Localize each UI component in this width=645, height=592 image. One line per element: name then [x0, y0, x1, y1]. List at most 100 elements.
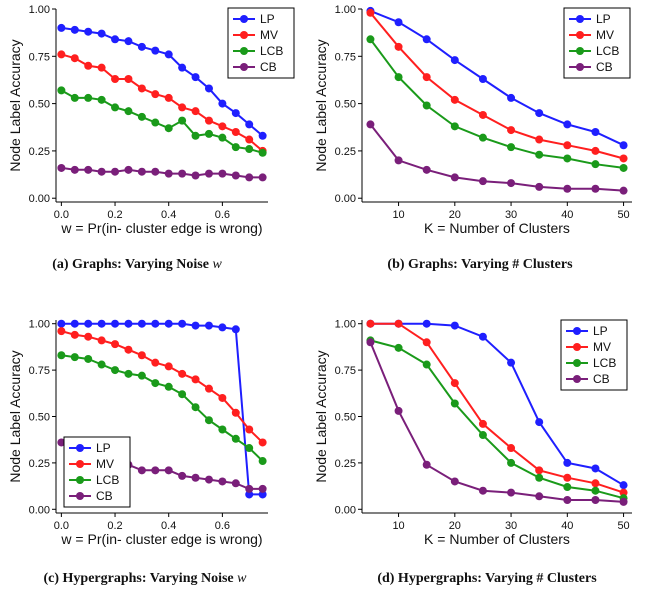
data-point-lcb [422, 360, 431, 369]
legend-swatch-marker [573, 359, 581, 367]
data-point-lcb [563, 154, 572, 163]
y-axis-title: Node Label Accuracy [7, 39, 23, 171]
data-point-mv [231, 408, 240, 417]
data-point-lp [394, 18, 403, 27]
data-point-lcb [231, 434, 240, 443]
data-point-lcb [507, 143, 516, 152]
data-point-lcb [164, 124, 173, 133]
panel-caption: (a) Graphs: Varying Noise w [52, 257, 222, 272]
x-tick-label: 0.6 [215, 520, 230, 532]
data-point-lp [204, 84, 213, 93]
legend: LP MV LCB CB [563, 7, 631, 79]
data-point-mv [366, 319, 375, 328]
data-point-lp [191, 73, 200, 82]
data-point-mv [450, 379, 459, 388]
legend-label: LCB [593, 356, 616, 370]
data-point-cb [619, 186, 628, 195]
series-line-mv [61, 53, 264, 152]
x-axis-title: K = Number of Clusters [424, 220, 570, 236]
data-point-lp [478, 75, 487, 84]
data-point-cb [245, 484, 254, 493]
data-point-mv [111, 340, 120, 349]
data-point-cb [151, 466, 160, 475]
data-point-lcb [164, 382, 173, 391]
data-point-lp [191, 321, 200, 330]
x-tick-label: 0.2 [107, 520, 122, 532]
panel-c: 0.00 0.25 0.50 0.75 1.00 0.0 0.2 0.4 0.6w = Pr(i… [7, 319, 268, 586]
data-point-cb [218, 169, 227, 178]
data-point-cb [366, 338, 375, 347]
y-axis-title: Node Label Accuracy [313, 350, 329, 482]
data-point-mv [450, 95, 459, 104]
data-point-mv [563, 141, 572, 150]
data-point-cb [450, 477, 459, 486]
data-point-mv [245, 135, 254, 144]
data-point-mv [70, 54, 79, 63]
data-point-lp [231, 109, 240, 118]
y-tick-label: 1.00 [335, 4, 356, 16]
data-point-lcb [111, 103, 120, 112]
data-point-lcb [84, 354, 93, 363]
data-point-cb [394, 156, 403, 165]
data-point-lcb [124, 369, 133, 378]
legend-swatch-marker [576, 31, 584, 39]
x-tick-label: 40 [561, 209, 573, 221]
data-point-mv [591, 146, 600, 155]
data-point-lcb [535, 150, 544, 159]
data-point-lcb [204, 129, 213, 138]
legend-label: LCB [96, 473, 119, 487]
data-point-lp [591, 464, 600, 473]
data-point-mv [178, 369, 187, 378]
data-point-lp [258, 131, 267, 140]
x-tick-label: 10 [392, 209, 404, 221]
y-tick-label: 1.00 [29, 319, 50, 331]
caption-text: (a) Graphs: Varying Noise [52, 257, 209, 272]
data-point-cb [258, 484, 267, 493]
data-point-lp [245, 120, 254, 129]
y-tick-label: 0.25 [29, 458, 50, 470]
data-point-lp [70, 319, 79, 328]
legend-swatch-marker [573, 343, 581, 351]
legend-swatch-marker [576, 15, 584, 23]
data-point-mv [535, 466, 544, 475]
data-point-mv [124, 75, 133, 84]
data-point-lcb [591, 486, 600, 495]
data-point-cb [619, 497, 628, 506]
legend-swatch-marker [240, 63, 248, 71]
data-point-lp [204, 321, 213, 330]
data-point-lcb [245, 444, 254, 453]
data-point-mv [191, 107, 200, 116]
data-point-lcb [137, 112, 146, 121]
x-tick-label: 0.0 [54, 520, 69, 532]
data-point-mv [619, 488, 628, 497]
data-point-lcb [535, 473, 544, 482]
legend-swatch-marker [76, 476, 84, 484]
data-point-mv [151, 90, 160, 99]
data-point-lp [70, 25, 79, 34]
data-point-mv [70, 330, 79, 339]
data-point-cb [478, 177, 487, 186]
series-line-cb [369, 123, 624, 192]
caption-variable: w [209, 257, 223, 272]
data-point-lp [57, 319, 66, 328]
data-point-cb [231, 479, 240, 488]
data-point-lcb [258, 457, 267, 466]
legend-swatch-marker [573, 375, 581, 383]
legend-swatch-marker [76, 460, 84, 468]
data-point-mv [97, 63, 106, 72]
panel-caption: (d) Hypergraphs: Varying # Clusters [377, 571, 597, 586]
x-tick-label: 30 [505, 520, 517, 532]
data-point-mv [178, 103, 187, 112]
data-point-cb [164, 466, 173, 475]
legend: LP MV LCB CB [63, 436, 131, 508]
data-point-cb [507, 179, 516, 188]
data-point-lp [245, 490, 254, 499]
data-point-lp [619, 481, 628, 490]
series-line-lcb [60, 89, 263, 154]
data-point-mv [507, 126, 516, 135]
data-point-lcb [97, 360, 106, 369]
data-point-lcb [57, 351, 66, 360]
x-tick-label: 50 [617, 209, 629, 221]
data-point-lcb [178, 390, 187, 399]
